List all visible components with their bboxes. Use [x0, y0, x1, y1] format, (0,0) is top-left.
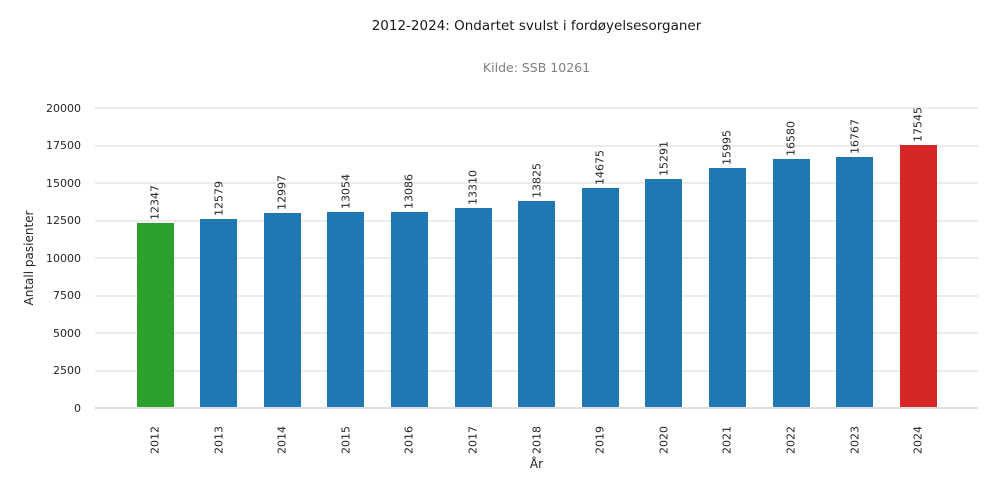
bar-2022 [772, 159, 810, 408]
x-tick-label-2020: 2020 [657, 426, 670, 454]
x-tick-text-2022: 2022 [784, 426, 798, 454]
bar-value-label-2018: 13825 [530, 163, 543, 198]
x-tick-label-2023: 2023 [848, 426, 861, 454]
x-axis-line [95, 406, 978, 409]
bar-value-text-2023: 16767 [848, 118, 861, 154]
x-tick-text-2018: 2018 [530, 426, 543, 454]
x-tick-text-2013: 2013 [212, 426, 225, 454]
bar-value-text-2013: 12579 [212, 181, 225, 217]
bar-value-text-2024: 17545 [911, 106, 925, 142]
plot-area: 12347 12579 12997 13054 13086 13310 13825 14675… [95, 107, 978, 409]
x-tick-label-2021: 2021 [721, 426, 734, 454]
y-tick-label-0: 0 [74, 401, 81, 415]
gridline-15000 [95, 182, 978, 184]
x-tick-text-2019: 2019 [593, 426, 607, 454]
x-tick-text-2021: 2021 [720, 426, 734, 454]
y-tick-label-12500: 12500 [46, 214, 81, 227]
bar-value-label-2017: 13310 [466, 170, 479, 205]
x-tick-text-2017: 2017 [466, 426, 480, 454]
y-tick-label-15000: 15000 [46, 176, 81, 190]
bar-2014 [263, 213, 301, 408]
x-tick-label-2019: 2019 [594, 426, 607, 454]
bar-value-label-2016: 13086 [403, 174, 416, 209]
bar-value-label-2019: 14675 [594, 150, 607, 185]
chart-title: 2012-2024: Ondartet svulst i fordøyelses… [371, 18, 702, 34]
bar-value-label-2014: 12997 [276, 175, 289, 210]
bar-value-label-2021: 15995 [721, 130, 734, 165]
bar-2024 [899, 144, 937, 408]
bar-2018 [518, 200, 556, 408]
x-tick-text-2015: 2015 [339, 426, 353, 454]
bar-value-label-2020: 15291 [657, 141, 670, 176]
bar-value-text-2017: 13310 [466, 170, 480, 206]
bar-2015 [327, 212, 365, 408]
y-tick-label-20000: 20000 [46, 101, 81, 115]
x-tick-label-2022: 2022 [784, 426, 797, 454]
bar-value-label-2015: 13054 [339, 174, 352, 209]
bar-value-text-2014: 12997 [275, 175, 289, 211]
x-tick-label-2015: 2015 [339, 426, 352, 454]
y-tick-label-2500: 2500 [53, 364, 81, 377]
x-tick-text-2023: 2023 [848, 426, 861, 454]
bar-value-text-2020: 15291 [657, 140, 671, 176]
x-tick-text-2012: 2012 [148, 426, 162, 454]
x-tick-label-2013: 2013 [212, 426, 225, 454]
bar-value-label-2023: 16767 [848, 119, 861, 154]
bar-2012 [136, 222, 174, 408]
bar-value-text-2018: 13825 [530, 162, 543, 198]
bar-value-text-2022: 16580 [784, 121, 798, 157]
bar-2021 [708, 168, 746, 408]
y-tick-label-10000: 10000 [46, 251, 81, 265]
x-axis-label: År [529, 457, 544, 471]
y-tick-label-7500: 7500 [53, 289, 81, 302]
y-tick-label-17500: 17500 [46, 139, 81, 152]
bar-value-text-2019: 14675 [593, 149, 607, 185]
bar-2019 [581, 187, 619, 408]
x-tick-label-2024: 2024 [912, 426, 925, 454]
gridline-17500 [95, 144, 978, 147]
bar-value-text-2015: 13054 [339, 174, 353, 210]
x-tick-label-2012: 2012 [148, 426, 161, 454]
x-tick-label-2014: 2014 [276, 426, 289, 454]
chart-subtitle: Kilde: SSB 10261 [482, 60, 591, 75]
x-tick-text-2020: 2020 [657, 426, 671, 454]
x-axis-ticks: 2012 2013 2014 2015 2016 2017 2018 2019 2020 2021… [95, 426, 978, 466]
gridline-20000 [95, 107, 978, 109]
bar-2013 [200, 219, 238, 408]
bar-2017 [454, 208, 492, 408]
bar-value-label-2022: 16580 [784, 121, 797, 156]
bar-value-label-2024: 17545 [912, 107, 925, 142]
bar-value-text-2012: 12347 [148, 184, 162, 220]
x-tick-text-2024: 2024 [911, 426, 925, 454]
x-tick-label-2016: 2016 [403, 426, 416, 454]
x-tick-text-2016: 2016 [402, 426, 416, 454]
x-tick-label-2017: 2017 [466, 426, 479, 454]
bar-2020 [645, 178, 683, 408]
bar-value-label-2013: 12579 [212, 181, 225, 216]
bar-value-label-2012: 12347 [148, 185, 161, 220]
bar-2023 [836, 156, 874, 408]
x-tick-text-2014: 2014 [275, 426, 289, 454]
bar-value-text-2021: 15995 [720, 130, 734, 166]
y-axis-ticks: 0 2500 5000 7500 10000 12500 15000 17500 20000 [0, 0, 81, 500]
bar-value-text-2016: 13086 [402, 173, 416, 209]
bar-2016 [390, 211, 428, 408]
y-tick-label-5000: 5000 [53, 326, 81, 340]
x-tick-label-2018: 2018 [530, 426, 543, 454]
